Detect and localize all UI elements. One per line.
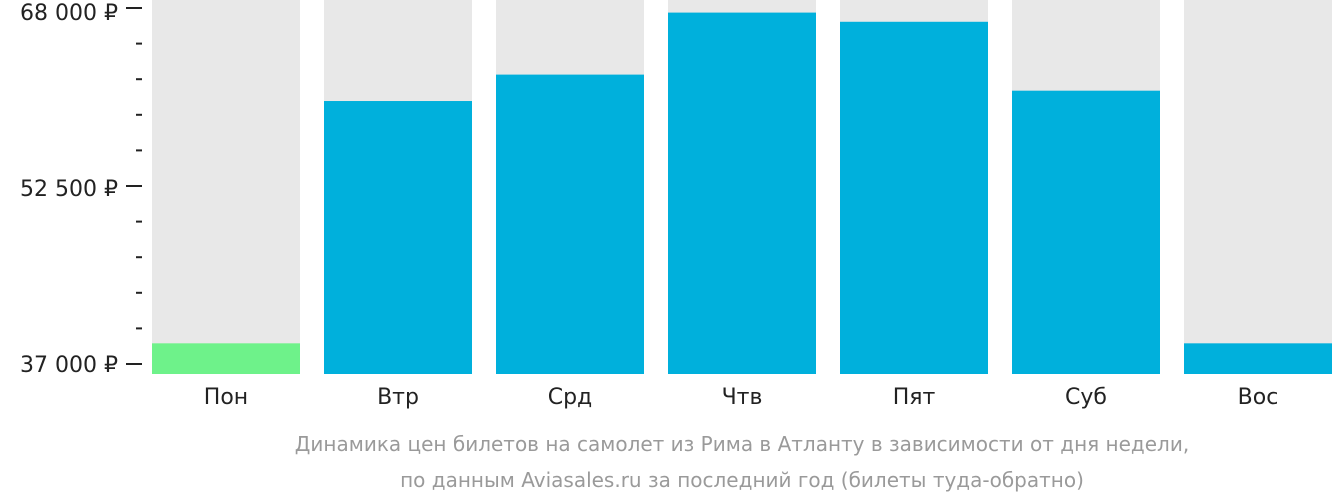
y-axis: 68 000 ₽ 52 500 ₽ 37 000 ₽: [20, 1, 142, 378]
chart-caption-line-1: Динамика цен билетов на самолет из Рима …: [295, 432, 1189, 456]
bar-5: [840, 21, 988, 375]
xtick-label-mon: Пон: [204, 385, 248, 410]
xtick-label-sat: Суб: [1065, 385, 1107, 410]
xtick-label-tue: Втр: [377, 385, 419, 410]
xtick-label-fri: Пят: [893, 385, 936, 410]
bar-2: [324, 101, 472, 375]
x-axis: Пон Втр Срд Чтв Пят Суб Вос: [204, 385, 1279, 410]
ytick-label-mid: 52 500 ₽: [20, 177, 118, 202]
ytick-label-top: 68 000 ₽: [20, 1, 118, 26]
background-column: [152, 0, 300, 374]
bar-3: [496, 74, 644, 375]
xtick-label-sun: Вос: [1238, 385, 1279, 410]
bars: [152, 12, 1332, 375]
chart-caption-line-2: по данным Aviasales.ru за последний год …: [400, 468, 1084, 492]
background-column: [1184, 0, 1332, 374]
bar-7: [1184, 343, 1332, 374]
xtick-label-thu: Чтв: [722, 385, 763, 410]
ytick-label-bottom: 37 000 ₽: [20, 353, 118, 378]
bar-1: [152, 343, 300, 374]
bar-4: [668, 12, 816, 375]
bar-6: [1012, 90, 1160, 374]
xtick-label-wed: Срд: [548, 385, 593, 410]
